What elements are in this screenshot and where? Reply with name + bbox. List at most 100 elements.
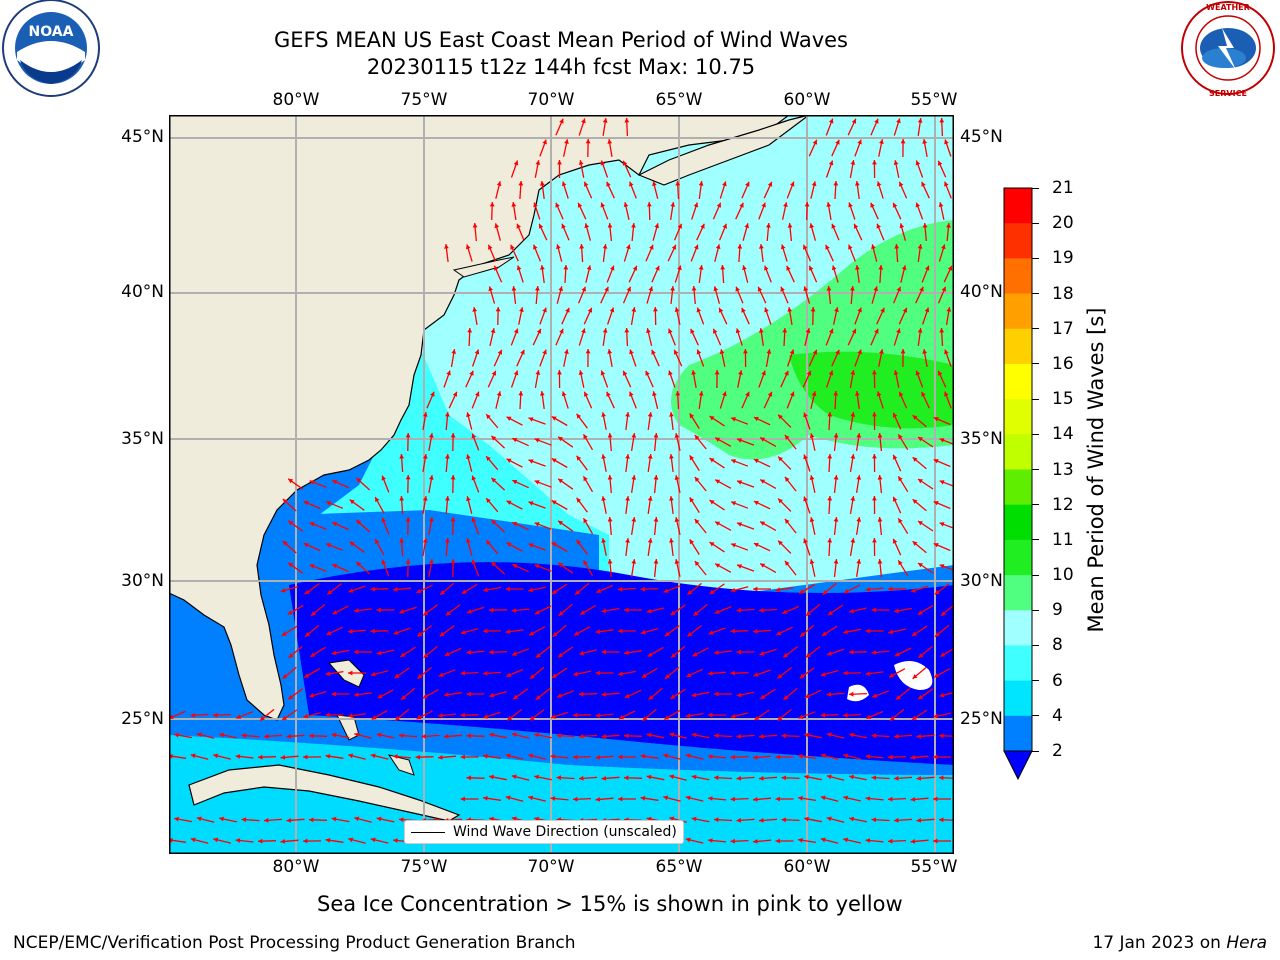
- wind-wave-arrowhead: [736, 649, 741, 655]
- wind-wave-arrowhead: [601, 776, 607, 781]
- colorbar-segment: [1004, 328, 1032, 365]
- wind-wave-arrowhead: [708, 838, 713, 843]
- wind-wave-arrowhead: [912, 631, 917, 636]
- wind-wave-arrowhead: [730, 754, 735, 760]
- wind-wave-arrowhead: [872, 538, 877, 543]
- wind-wave-arrowhead: [618, 628, 623, 634]
- wind-wave-arrowhead: [505, 586, 510, 592]
- wind-wave-arrowhead: [872, 412, 877, 417]
- wind-wave-arrowhead: [619, 714, 624, 720]
- wind-wave-arrowhead: [288, 562, 294, 568]
- wind-wave-arrowhead: [671, 653, 676, 658]
- colorbar-tick-mark: [1032, 715, 1039, 717]
- wind-wave-arrowhead: [354, 732, 360, 738]
- wind-wave-arrowhead: [708, 671, 713, 676]
- lat-label-left-25n: 25°N: [121, 709, 164, 729]
- wind-wave-arrowhead: [652, 181, 657, 187]
- wind-wave-arrowhead: [506, 416, 512, 421]
- colorbar-tick-label: 4: [1052, 705, 1063, 726]
- wind-wave-arrowhead: [601, 649, 606, 655]
- colorbar-tick-mark: [1032, 328, 1039, 330]
- wind-wave-arrowhead: [760, 694, 766, 699]
- colorbar-tick-label: 18: [1052, 283, 1074, 304]
- wind-wave-arrowhead: [304, 589, 310, 595]
- wind-wave-arrowhead: [918, 437, 923, 442]
- wind-wave-arrowhead: [648, 695, 654, 700]
- wind-wave-arrowhead: [700, 223, 705, 229]
- wind-wave-arrowhead: [534, 438, 540, 443]
- wind-wave-arrowhead: [601, 692, 607, 697]
- wind-wave-arrowhead: [640, 629, 646, 635]
- wind-wave-arrowhead: [880, 307, 885, 313]
- sea-ice-note: Sea Ice Concentration > 15% is shown in …: [317, 892, 903, 916]
- wind-wave-arrowhead: [731, 417, 736, 422]
- wind-wave-arrowhead: [663, 753, 669, 759]
- wind-wave-arrowhead: [450, 559, 456, 564]
- wind-wave-arrowhead: [601, 608, 607, 614]
- wind-wave-arrowhead: [853, 223, 859, 229]
- wind-wave-arrowhead: [784, 476, 790, 482]
- wind-wave-arrowhead: [348, 837, 354, 843]
- wind-wave-arrowhead: [325, 712, 330, 718]
- wind-wave-arrowhead: [843, 753, 849, 759]
- colorbar-tick-label: 2: [1052, 741, 1063, 761]
- wind-wave-arrowhead: [512, 479, 518, 485]
- wind-wave-arrowhead: [490, 328, 496, 334]
- colorbar-tick-label: 9: [1052, 600, 1063, 621]
- wind-wave-arrowhead: [673, 349, 679, 355]
- wind-wave-arrowhead: [483, 754, 488, 759]
- wind-wave-arrowhead: [551, 500, 557, 505]
- wind-wave-arrowhead: [466, 691, 471, 697]
- wind-wave-arrowhead: [669, 496, 674, 501]
- wind-wave-arrowhead: [826, 286, 832, 291]
- wind-wave-arrowhead: [939, 480, 945, 485]
- wind-wave-arrowhead: [624, 118, 630, 123]
- wind-wave-arrowhead: [924, 307, 930, 313]
- wind-wave-arrowhead: [685, 713, 691, 719]
- wind-wave-arrowhead: [894, 608, 899, 614]
- wind-wave-arrowhead: [685, 837, 691, 843]
- wind-wave-arrowhead: [393, 754, 398, 759]
- wind-wave-arrowhead: [778, 456, 783, 462]
- wind-wave-arrowhead: [843, 629, 848, 635]
- wind-wave-arrowhead: [850, 454, 856, 459]
- wind-wave-arrowhead: [670, 694, 676, 699]
- wind-wave-arrowhead: [533, 244, 538, 250]
- wind-wave-arrowhead: [506, 500, 512, 505]
- wind-wave-arrowhead: [933, 713, 938, 719]
- wind-wave-arrowhead: [826, 202, 832, 207]
- wind-wave-arrowhead: [370, 671, 376, 677]
- wind-wave-arrowhead: [898, 518, 903, 524]
- wind-wave-arrowhead: [190, 837, 196, 843]
- wind-wave-arrowhead: [574, 631, 580, 636]
- wind-wave-arrowhead: [349, 499, 355, 505]
- wind-wave-arrowhead: [518, 181, 524, 186]
- wind-wave-arrowhead: [577, 202, 583, 208]
- wind-wave-arrowhead: [709, 542, 715, 547]
- wind-wave-arrowhead: [809, 517, 815, 522]
- wind-wave-arrowhead: [915, 370, 921, 376]
- wind-wave-arrowhead: [850, 370, 856, 375]
- wind-wave-arrowhead: [912, 415, 918, 420]
- wind-wave-arrowhead: [939, 438, 945, 443]
- lat-label-right-40n: 40°N: [960, 282, 1003, 302]
- wind-wave-arrowhead: [871, 775, 876, 781]
- wind-wave-arrowhead: [511, 608, 517, 613]
- wind-wave-arrowhead: [584, 181, 589, 187]
- wind-wave-arrowhead: [561, 181, 567, 187]
- wind-wave-arrowhead: [629, 349, 634, 355]
- wind-wave-arrowhead: [534, 609, 540, 615]
- wind-wave-arrowhead: [631, 475, 637, 480]
- wind-wave-arrowhead: [564, 349, 569, 354]
- wind-wave-arrowhead: [893, 160, 899, 165]
- wind-wave-arrowhead: [280, 839, 286, 844]
- colorbar-segment: [1004, 399, 1032, 435]
- wind-wave-arrowhead: [494, 265, 499, 271]
- legend-line-sample: [411, 831, 445, 833]
- wind-wave-arrowhead: [506, 458, 512, 463]
- wind-wave-arrowhead: [624, 607, 629, 613]
- wind-wave-arrowhead: [528, 417, 534, 422]
- wind-wave-arrowhead: [309, 522, 315, 527]
- wind-wave-arrowhead: [235, 838, 241, 843]
- wind-wave-arrowhead: [579, 650, 585, 656]
